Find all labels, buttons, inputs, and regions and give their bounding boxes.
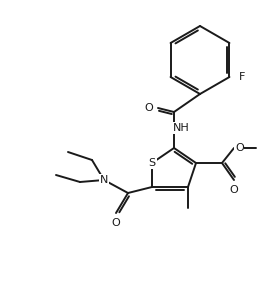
Text: O: O (112, 218, 120, 228)
Text: NH: NH (173, 123, 189, 133)
Text: O: O (144, 103, 153, 113)
Text: N: N (100, 175, 108, 185)
Text: S: S (148, 158, 156, 168)
Text: O: O (230, 185, 238, 195)
Text: O: O (235, 143, 244, 153)
Text: F: F (239, 72, 245, 82)
